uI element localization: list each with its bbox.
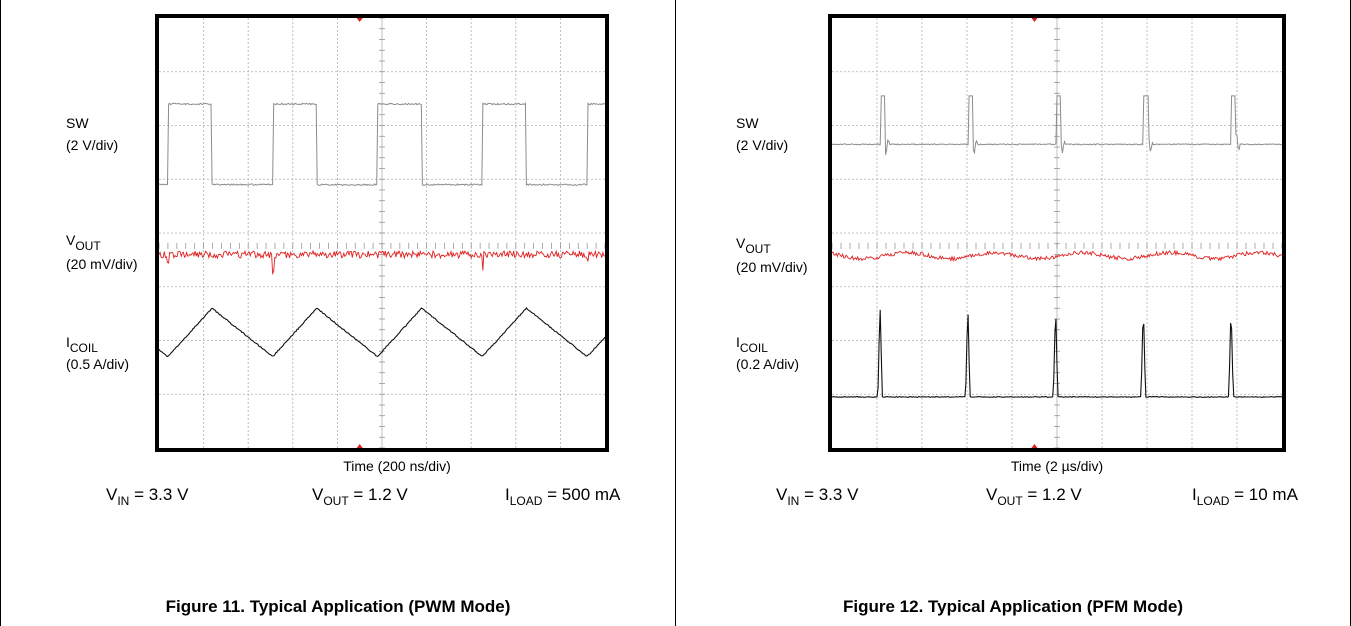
scope-border	[828, 14, 1286, 452]
trace-vout	[158, 249, 606, 275]
condition-vin: VIN = 3.3 V	[106, 485, 189, 508]
trace-label-sw: SW	[66, 115, 89, 131]
scope-figure-11	[155, 14, 609, 452]
figure-11-panel	[0, 0, 676, 626]
trigger-marker-bottom	[356, 444, 363, 448]
x-axis-label: Time (2 µs/div)	[1010, 458, 1104, 474]
trace-scale-vout: (20 mV/div)	[736, 259, 808, 275]
trigger-marker-bottom	[1031, 444, 1038, 448]
trace-label-vout: VOUT	[66, 232, 101, 253]
condition-iload: ILOAD = 10 mA	[1192, 485, 1298, 508]
trace-scale-sw: (2 V/div)	[736, 137, 789, 153]
trace-scale-vout: (20 mV/div)	[66, 256, 138, 272]
trace-sw	[831, 95, 1283, 155]
trace-scale-icoil: (0.2 A/div)	[736, 356, 800, 372]
trace-label-vout: VOUT	[736, 235, 771, 256]
trace-icoil	[158, 307, 606, 358]
x-axis-label: Time (200 ns/div)	[343, 458, 451, 474]
oscilloscope-plot-pwm	[155, 14, 609, 452]
trace-scale-icoil: (0.5 A/div)	[66, 356, 130, 372]
trace-label-icoil: ICOIL	[66, 334, 98, 355]
trigger-marker-top	[356, 18, 363, 22]
condition-vout: VOUT = 1.2 V	[312, 485, 408, 508]
trace-vout	[831, 249, 1283, 263]
trace-scale-sw: (2 V/div)	[66, 137, 119, 153]
trace-icoil	[831, 309, 1283, 398]
trigger-marker-top	[1031, 18, 1038, 22]
figure-caption: Figure 12. Typical Application (PFM Mode…	[842, 597, 1184, 616]
trace-label-icoil: ICOIL	[736, 334, 768, 355]
oscilloscope-plot-pfm	[828, 14, 1286, 452]
condition-vin: VIN = 3.3 V	[776, 485, 859, 508]
trace-label-sw: SW	[736, 115, 759, 131]
condition-iload: ILOAD = 500 mA	[505, 485, 621, 508]
trace-sw	[158, 102, 606, 187]
scope-border	[155, 14, 609, 452]
scope-figure-12	[828, 14, 1286, 452]
figure-caption: Figure 11. Typical Application (PWM Mode…	[165, 597, 511, 616]
condition-vout: VOUT = 1.2 V	[986, 485, 1082, 508]
